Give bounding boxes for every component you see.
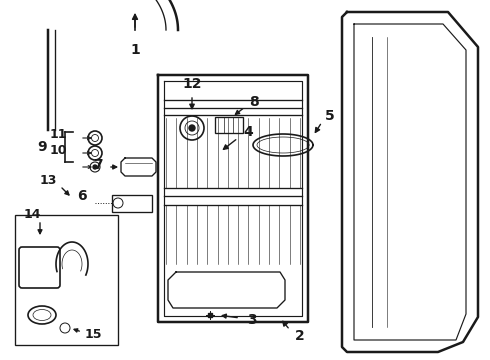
Circle shape [189,125,195,131]
Text: 5: 5 [325,109,335,123]
Text: 3: 3 [247,313,257,327]
Bar [15,215,118,345]
Text: 15: 15 [84,328,102,341]
Text: 12: 12 [182,77,202,91]
Text: 8: 8 [249,95,259,109]
Text: 1: 1 [130,43,140,57]
Circle shape [93,165,97,169]
Text: 11: 11 [49,129,67,141]
Bar [215,117,243,133]
Text: 9: 9 [37,140,47,154]
Text: 2: 2 [295,329,305,343]
Text: 13: 13 [39,175,57,188]
Text: 6: 6 [77,189,87,203]
Text: 10: 10 [49,144,67,157]
Bar [112,195,152,212]
Text: 7: 7 [93,158,103,172]
Text: 14: 14 [23,207,41,220]
Text: 4: 4 [243,125,253,139]
